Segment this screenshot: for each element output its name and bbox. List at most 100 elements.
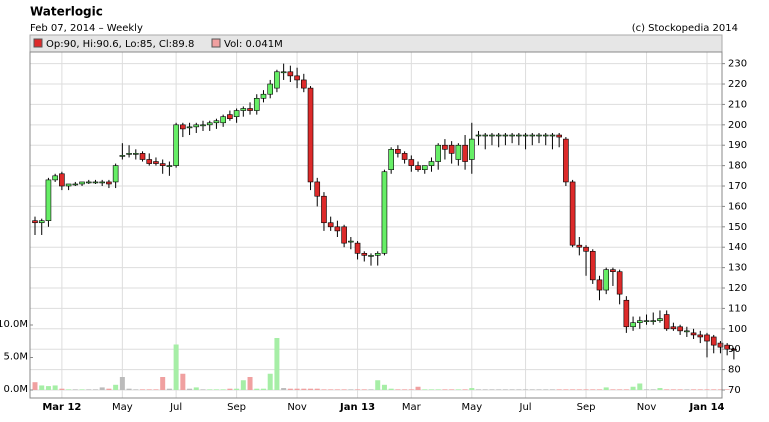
- candle-body: [32, 220, 38, 224]
- candle-body: [677, 326, 683, 332]
- candle-body: [327, 222, 334, 228]
- volume-bar: [697, 389, 703, 390]
- candle-body: [267, 83, 274, 95]
- candle-body: [610, 269, 616, 272]
- y-tick-label: 150: [728, 222, 747, 233]
- candle-body: [314, 181, 321, 197]
- candle-body: [717, 342, 724, 348]
- volume-bar: [59, 388, 65, 390]
- y-tick-label: 220: [728, 79, 747, 90]
- volume-bar: [476, 389, 482, 390]
- volume-bar: [449, 389, 455, 390]
- candle-body: [374, 253, 381, 256]
- candle-body: [112, 165, 119, 183]
- candle-body: [220, 116, 226, 124]
- volume-bar: [388, 388, 394, 390]
- volume-bar: [334, 389, 340, 390]
- candle-body: [153, 161, 159, 164]
- volume-bar: [603, 387, 609, 390]
- candle-body: [495, 134, 502, 137]
- volume-bar: [536, 389, 542, 390]
- candle-body: [106, 181, 112, 185]
- y-tick-label: 100: [728, 324, 747, 335]
- volume-bar: [489, 389, 495, 390]
- candle-body: [542, 134, 549, 137]
- x-tick-label: Nov: [637, 402, 657, 413]
- volume-bar: [529, 389, 535, 390]
- candle-body: [623, 299, 630, 328]
- volume-bar: [543, 389, 549, 390]
- volume-bar: [670, 389, 676, 390]
- candle-body: [442, 144, 448, 150]
- volume-bar: [173, 344, 179, 390]
- volume-bar: [711, 389, 717, 390]
- candle-body: [240, 108, 247, 111]
- candle-body: [126, 153, 132, 155]
- y-tick-label: 70: [728, 385, 741, 396]
- candle-body: [274, 71, 280, 89]
- candle-body: [213, 120, 220, 124]
- volume-bar: [415, 386, 421, 390]
- candle-body: [670, 326, 677, 330]
- volume-bar: [596, 389, 602, 390]
- candle-body: [710, 336, 717, 346]
- volume-bar: [52, 385, 58, 390]
- y-tick-label: 130: [728, 263, 747, 274]
- volume-bar: [361, 389, 367, 390]
- candle-body: [428, 161, 435, 166]
- candle-body: [603, 269, 610, 291]
- legend-swatch: [33, 38, 43, 48]
- candle-body: [388, 148, 394, 170]
- candle-body: [38, 220, 45, 224]
- candle-body: [139, 153, 146, 160]
- source: (c) Stockopedia 2014: [632, 23, 738, 34]
- volume-bar: [180, 373, 186, 390]
- volume-bar: [408, 389, 414, 390]
- candle-body: [489, 134, 495, 137]
- y-tick-label: 160: [728, 201, 747, 212]
- x-tick-label: Jan 14: [689, 402, 725, 413]
- volume-bar: [381, 384, 387, 390]
- candle-body: [589, 250, 596, 281]
- candle-body: [630, 322, 636, 328]
- volume-bar: [523, 389, 529, 390]
- candle-body: [522, 134, 529, 137]
- volume-bar: [92, 389, 98, 390]
- candle-body: [731, 348, 737, 351]
- volume-bar: [462, 389, 468, 390]
- volume-bar: [428, 389, 434, 390]
- volume-bar: [140, 389, 146, 390]
- volume-bar: [187, 388, 193, 390]
- y-tick-label: 110: [728, 303, 747, 314]
- chart-subtitle: Feb 07, 2014 – Weekly: [30, 23, 143, 34]
- volume-bar: [234, 388, 240, 390]
- volume-bar: [402, 389, 408, 390]
- y-tick-label: 190: [728, 140, 747, 151]
- plot-frame: [29, 51, 723, 399]
- volume-bar: [482, 389, 488, 390]
- candle-body: [502, 134, 509, 137]
- y-tick-label: 170: [728, 181, 747, 192]
- volume-bar: [254, 388, 260, 390]
- volume-bar: [146, 389, 152, 390]
- candle-body: [45, 179, 52, 221]
- volume-bar: [106, 388, 112, 390]
- volume-bar: [227, 388, 233, 390]
- volume-bar: [442, 389, 448, 390]
- volume-bar: [133, 389, 139, 390]
- legend-swatch: [211, 38, 221, 48]
- volume-bar: [355, 389, 361, 390]
- candle-body: [321, 195, 327, 224]
- candle-body: [395, 148, 401, 154]
- volume-bar: [469, 388, 475, 390]
- x-tick-label: Sep: [577, 402, 596, 413]
- volume-bar: [516, 389, 522, 390]
- candle-body: [186, 126, 193, 129]
- x-tick-label: Mar: [402, 402, 422, 413]
- volume-bar: [200, 389, 206, 390]
- candle-body: [563, 138, 569, 183]
- candle-body: [448, 144, 455, 154]
- volume-bar: [220, 389, 226, 390]
- volume-bar: [563, 389, 569, 390]
- candle-body: [475, 134, 482, 137]
